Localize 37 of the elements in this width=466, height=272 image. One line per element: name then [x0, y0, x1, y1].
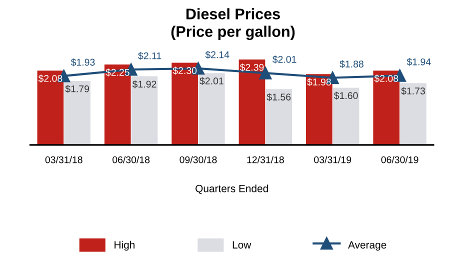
- data-label: $1.94: [406, 58, 431, 66]
- data-label: $2.01: [272, 56, 296, 64]
- bar: [373, 70, 400, 145]
- data-label: $1.88: [340, 60, 364, 68]
- bar: [332, 88, 360, 145]
- bar: [37, 70, 64, 145]
- data-label: $1.93: [70, 58, 95, 66]
- data-label: $1.79: [65, 84, 90, 93]
- bar: [172, 62, 198, 145]
- bar: [104, 64, 131, 145]
- data-label: $2.11: [138, 52, 162, 60]
- data-label: $1.56: [266, 93, 291, 102]
- bar: [198, 73, 225, 145]
- bar: [238, 59, 266, 145]
- x-tick-label: 12/31/18: [247, 156, 284, 164]
- x-tick-label: 06/30/18: [112, 156, 150, 164]
- data-label: $2.01: [200, 77, 224, 85]
- data-label: $1.98: [307, 78, 331, 86]
- data-label: $1.60: [334, 92, 358, 100]
- x-tick-label: 06/30/19: [381, 156, 418, 164]
- data-label: $1.92: [132, 80, 156, 88]
- data-label: $2.39: [240, 64, 264, 72]
- bar: [64, 80, 90, 145]
- chart-title: Diesel Prices (Price per gallon): [171, 8, 295, 40]
- bar: [400, 83, 426, 145]
- x-tick-label: 09/30/18: [180, 156, 217, 164]
- data-label: $1.73: [401, 87, 425, 95]
- bar: [266, 89, 292, 145]
- data-label: $2.14: [205, 50, 230, 59]
- x-axis-title: Quarters Ended: [196, 184, 268, 194]
- legend-label: Low: [232, 241, 252, 249]
- legend-label: Average: [348, 241, 386, 251]
- x-tick-label: 03/31/19: [314, 156, 352, 164]
- bar: [131, 76, 158, 145]
- x-tick-label: 03/31/18: [45, 156, 82, 164]
- legend-label: High: [114, 240, 134, 251]
- bar: [306, 74, 332, 145]
